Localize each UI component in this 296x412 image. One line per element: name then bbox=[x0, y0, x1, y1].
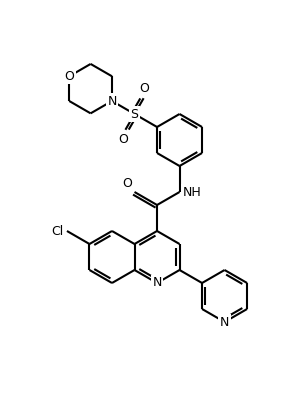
Text: N: N bbox=[107, 94, 117, 108]
Text: Cl: Cl bbox=[52, 225, 64, 237]
Text: N: N bbox=[152, 276, 162, 290]
Text: O: O bbox=[118, 133, 128, 146]
Text: O: O bbox=[64, 70, 74, 83]
Text: S: S bbox=[131, 108, 139, 120]
Text: N: N bbox=[107, 94, 117, 108]
Text: O: O bbox=[140, 82, 149, 95]
Text: N: N bbox=[220, 316, 229, 328]
Text: O: O bbox=[123, 177, 133, 190]
Text: NH: NH bbox=[183, 185, 201, 199]
